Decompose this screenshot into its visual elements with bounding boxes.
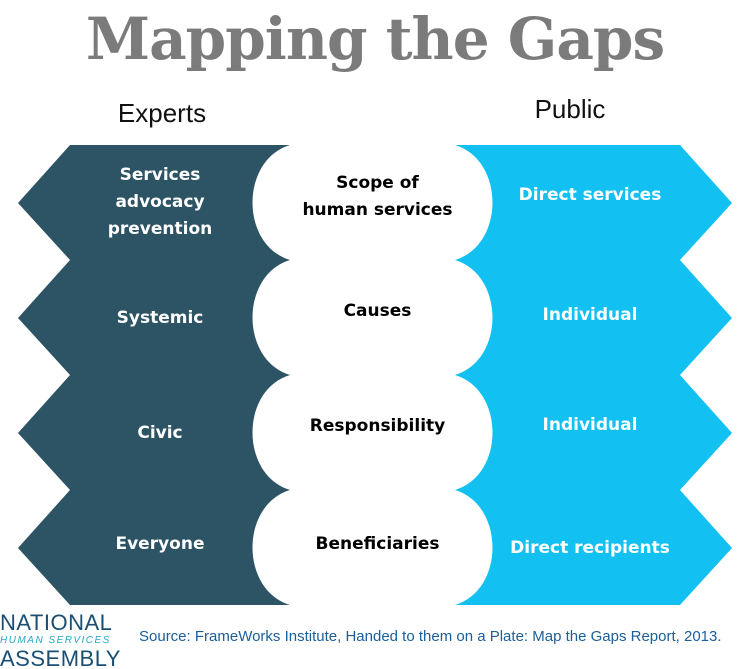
public-header: Public (534, 94, 606, 124)
experts-chevron-column (18, 145, 290, 605)
logo-line-human-services: HUMAN SERVICES (0, 635, 111, 646)
page-title: Mapping the Gaps (85, 5, 665, 73)
public-view-beneficiaries: Direct recipients (510, 537, 670, 558)
source-citation: Source: FrameWorks Institute, Handed to … (139, 628, 722, 645)
topic-scope: Scope of human services (302, 173, 453, 220)
public-view-causes: Individual (542, 304, 638, 325)
expert-view-responsibility: Civic (137, 422, 183, 443)
logo-line-assembly: ASSEMBLY (0, 646, 121, 669)
expert-view-scope: Services advocacy prevention (107, 165, 213, 239)
public-view-responsibility: Individual (542, 414, 638, 435)
expert-view-causes: Systemic (116, 307, 204, 328)
expert-view-beneficiaries: Everyone (115, 533, 205, 554)
public-chevron-column (455, 145, 732, 605)
experts-header: Experts (117, 98, 207, 128)
public-view-scope: Direct services (518, 184, 662, 205)
logo-line-national: NATIONAL (0, 610, 113, 635)
topic-beneficiaries: Beneficiaries (315, 533, 440, 554)
topic-responsibility: Responsibility (309, 415, 446, 436)
topic-causes: Causes (343, 300, 412, 321)
national-human-services-assembly-logo: NATIONAL HUMAN SERVICES ASSEMBLY (0, 612, 120, 669)
